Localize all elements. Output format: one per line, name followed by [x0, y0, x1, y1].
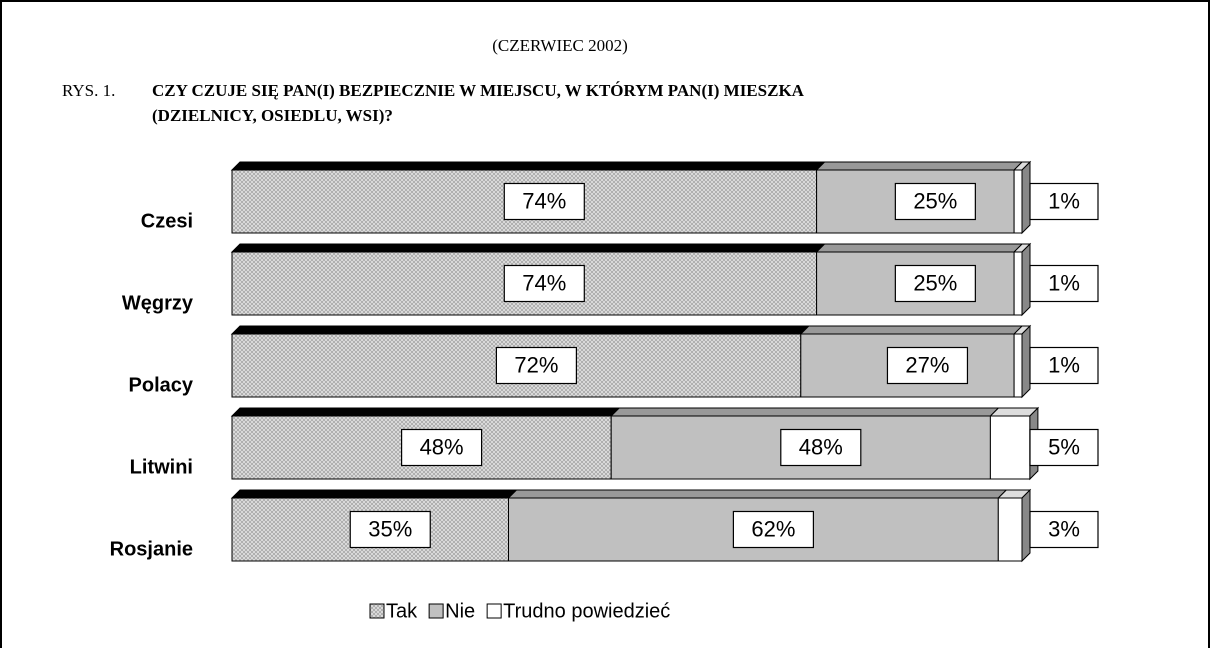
bar-top	[609, 407, 1000, 417]
chart-title: CZY CZUJE SIĘ PAN(I) BEZPIECZNIE W MIEJS…	[152, 81, 805, 100]
category-label: Węgrzy	[122, 292, 194, 314]
bar-top	[799, 325, 1024, 335]
bar-face	[508, 497, 999, 562]
bar-top	[815, 161, 1024, 171]
legend-label: Nie	[445, 600, 475, 622]
value-label-box	[1029, 428, 1099, 467]
value-label: 1%	[1048, 270, 1080, 295]
legend-label: Tak	[386, 600, 418, 622]
value-label: 1%	[1048, 188, 1080, 213]
category-label: Litwini	[130, 456, 193, 478]
value-label-box	[503, 264, 585, 303]
chart-title: (DZIELNICY, OSIEDLU, WSI)?	[152, 106, 393, 125]
value-label-box	[1029, 346, 1099, 385]
bar-face	[1013, 169, 1023, 234]
value-label-box	[894, 264, 976, 303]
value-label-box	[503, 182, 585, 221]
bar-segment	[230, 489, 518, 562]
value-label-box	[349, 510, 431, 549]
value-label-box	[780, 428, 862, 467]
bar-face	[989, 415, 1031, 480]
value-label: 5%	[1048, 434, 1080, 459]
value-label: 1%	[1048, 352, 1080, 377]
value-label: 74%	[522, 188, 566, 213]
value-label-box	[1029, 264, 1099, 303]
bar-face	[1013, 251, 1023, 316]
value-label: 72%	[514, 352, 558, 377]
bar-segment	[507, 489, 1008, 562]
value-label-box	[886, 346, 969, 385]
bar-top	[230, 407, 621, 417]
value-label-box	[894, 182, 976, 221]
bar-side	[1021, 160, 1031, 235]
bar-face	[1013, 333, 1023, 398]
value-label-box	[495, 346, 577, 385]
value-label: 48%	[799, 434, 843, 459]
legend-swatch	[486, 603, 502, 619]
legend-label: Trudno powiedzieć	[503, 600, 670, 622]
category-label: Polacy	[129, 374, 194, 396]
bar-top	[230, 161, 826, 171]
value-label: 48%	[420, 434, 464, 459]
bar-side	[1021, 488, 1031, 563]
category-label: Rosjanie	[110, 538, 193, 560]
value-label-box	[1029, 182, 1099, 221]
bar-face	[997, 497, 1023, 562]
figure-label: RYS. 1.	[62, 81, 115, 100]
bar-side	[1021, 324, 1031, 399]
bar-top	[507, 489, 1008, 499]
category-label: Czesi	[141, 210, 193, 232]
value-label: 25%	[913, 270, 957, 295]
bar-top	[230, 489, 518, 499]
bar-top	[815, 243, 1024, 253]
bar-top	[230, 243, 826, 253]
bar-segment	[989, 407, 1040, 480]
value-label: 27%	[905, 352, 949, 377]
value-label-box	[401, 428, 483, 467]
legend-swatch	[428, 603, 444, 619]
value-label: 35%	[368, 516, 412, 541]
value-label-box	[1029, 510, 1099, 549]
bar-face	[231, 497, 509, 562]
value-label: 62%	[751, 516, 795, 541]
bar-segment	[997, 489, 1032, 562]
value-label-box	[732, 510, 815, 549]
value-label: 25%	[913, 188, 957, 213]
legend-swatch	[369, 603, 385, 619]
bar-top	[230, 325, 811, 335]
bar-segment	[815, 161, 1024, 234]
bar-side	[1021, 242, 1031, 317]
subtitle: (CZERWIEC 2002)	[492, 36, 628, 55]
value-label: 74%	[522, 270, 566, 295]
value-label: 3%	[1048, 516, 1080, 541]
